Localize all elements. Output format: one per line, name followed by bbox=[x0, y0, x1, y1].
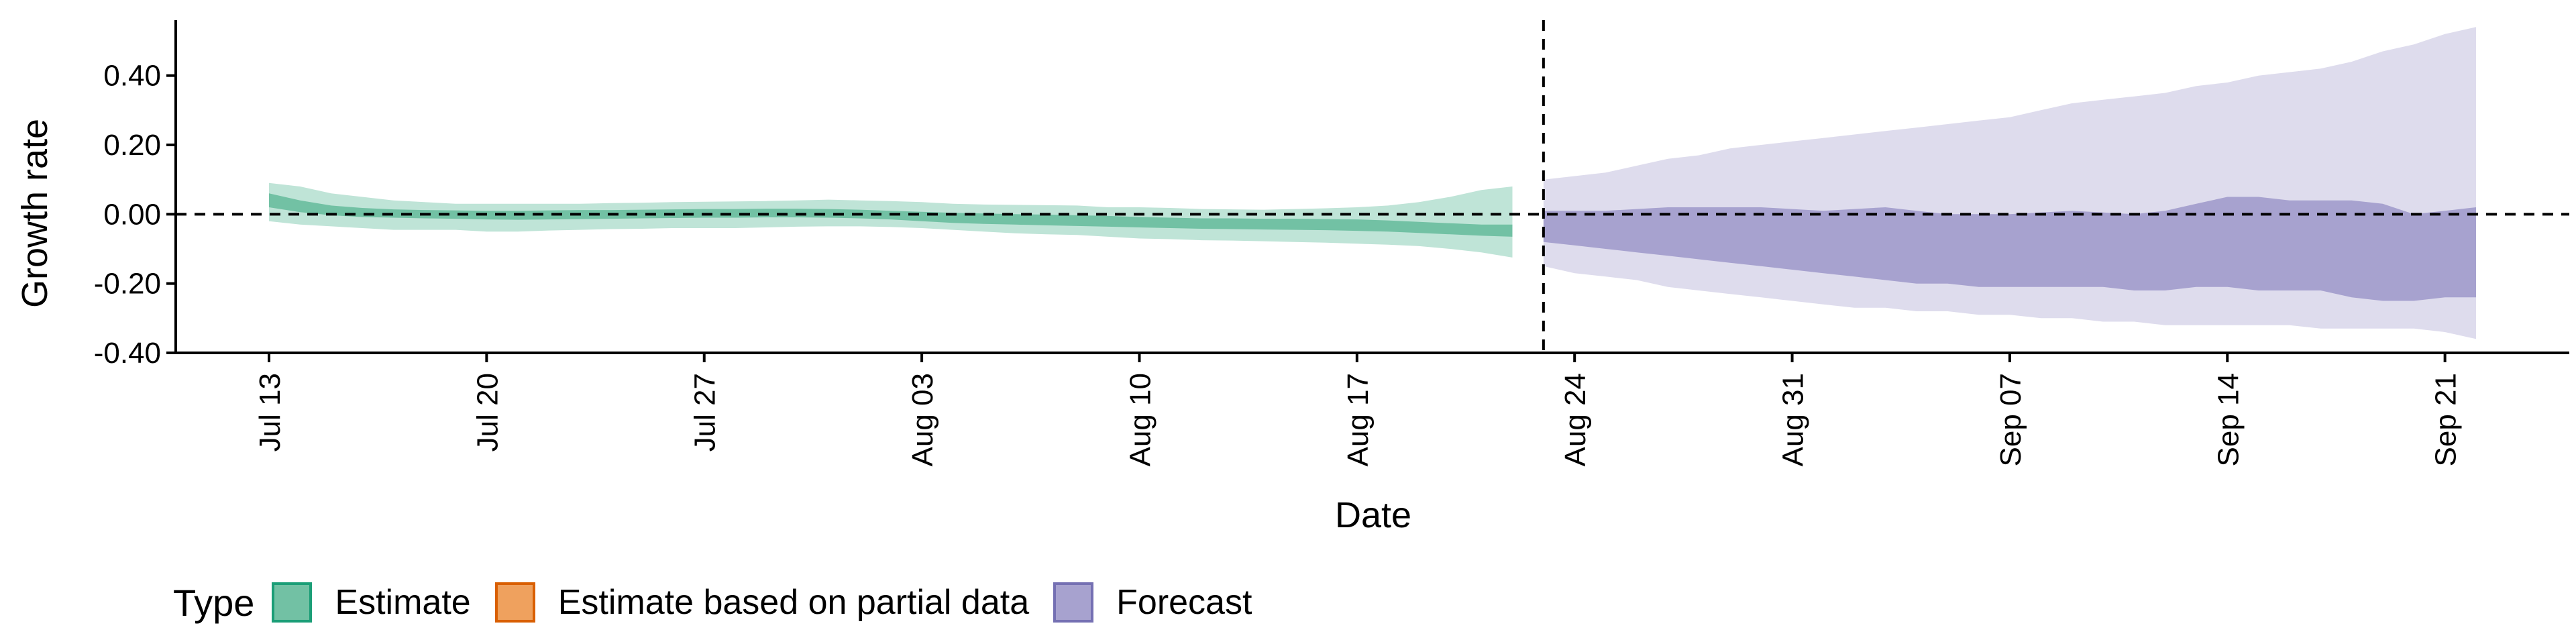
legend-label-estimate: Estimate bbox=[335, 583, 471, 622]
y-tick-label: -0.40 bbox=[94, 337, 161, 370]
legend-label-forecast: Forecast bbox=[1116, 583, 1252, 622]
x-tick-label: Jul 27 bbox=[689, 373, 722, 451]
legend-key-partial bbox=[494, 582, 535, 623]
x-tick-label: Sep 07 bbox=[1994, 373, 2027, 466]
x-tick-label: Sep 14 bbox=[2212, 373, 2245, 466]
legend-key-forecast bbox=[1053, 582, 1094, 623]
x-tick-label: Jul 20 bbox=[471, 373, 504, 451]
axes: 0.40 0.20 0.00 -0.20 -0.40 Jul 13 Jul 20 Jul 27… bbox=[94, 20, 2569, 466]
x-tick-label: Sep 21 bbox=[2430, 373, 2463, 466]
legend-item-partial: Estimate based on partial data bbox=[494, 582, 1030, 623]
plot-bands bbox=[269, 27, 2476, 339]
forecast-inner-band bbox=[1543, 197, 2476, 301]
x-tick-label: Aug 10 bbox=[1124, 373, 1157, 466]
x-tick-label: Jul 13 bbox=[254, 373, 286, 451]
y-axis-title: Growth rate bbox=[15, 119, 55, 308]
legend: Type Estimate Estimate based on partial … bbox=[173, 577, 1276, 628]
y-tick-label: 0.00 bbox=[103, 198, 161, 231]
y-tick-label: 0.20 bbox=[103, 129, 161, 162]
x-tick-label: Aug 24 bbox=[1559, 373, 1592, 466]
x-tick-label: Aug 17 bbox=[1342, 373, 1375, 466]
legend-key-estimate bbox=[272, 582, 313, 623]
x-tick-label: Aug 03 bbox=[906, 373, 939, 466]
legend-title: Type bbox=[173, 581, 255, 624]
legend-item-estimate: Estimate bbox=[272, 582, 471, 623]
y-tick-label: -0.20 bbox=[94, 268, 161, 301]
legend-label-partial: Estimate based on partial data bbox=[557, 583, 1030, 622]
reference-lines bbox=[176, 20, 2569, 353]
y-tick-label: 0.40 bbox=[103, 60, 161, 93]
x-axis-title: Date bbox=[1335, 495, 1411, 535]
x-tick-label: Aug 31 bbox=[1777, 373, 1810, 466]
estimate-outer-band bbox=[269, 182, 1513, 258]
legend-item-forecast: Forecast bbox=[1053, 582, 1252, 623]
